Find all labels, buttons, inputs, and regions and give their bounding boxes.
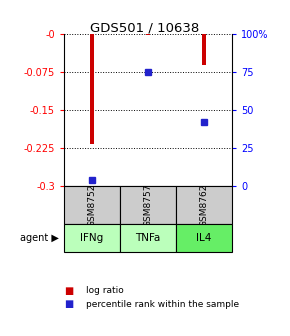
Text: log ratio: log ratio — [86, 286, 123, 295]
Text: TNFa: TNFa — [135, 233, 161, 243]
Text: agent ▶: agent ▶ — [20, 233, 59, 243]
Bar — [120, 224, 176, 252]
Text: GSM8752: GSM8752 — [87, 183, 96, 227]
Bar — [90, 34, 94, 144]
Text: IL4: IL4 — [196, 233, 212, 243]
Text: percentile rank within the sample: percentile rank within the sample — [86, 300, 239, 308]
Bar — [120, 186, 176, 224]
Bar — [146, 34, 150, 35]
Text: GSM8757: GSM8757 — [143, 183, 153, 227]
Text: IFNg: IFNg — [80, 233, 104, 243]
Bar — [64, 224, 120, 252]
Text: ■: ■ — [64, 299, 73, 309]
Bar — [64, 186, 120, 224]
Text: ■: ■ — [64, 286, 73, 296]
Bar — [176, 186, 232, 224]
Bar — [176, 224, 232, 252]
Text: GDS501 / 10638: GDS501 / 10638 — [90, 22, 200, 35]
Text: GSM8762: GSM8762 — [200, 183, 209, 227]
Bar — [202, 34, 206, 65]
